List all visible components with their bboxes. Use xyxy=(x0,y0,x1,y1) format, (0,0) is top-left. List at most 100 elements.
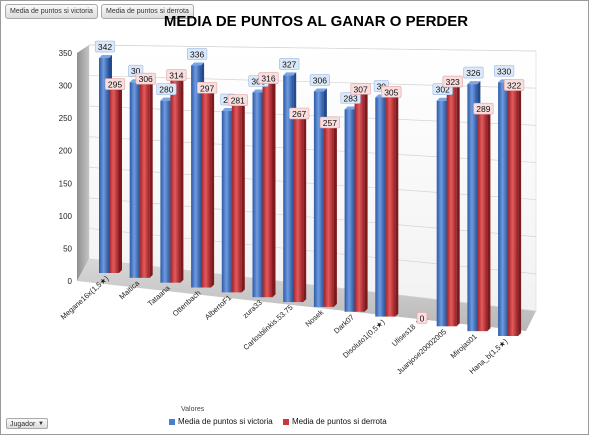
field-button-derrota[interactable]: Media de puntos si derrota xyxy=(101,4,194,19)
chart-title: MEDIA DE PUNTOS AL GANAR O PERDER xyxy=(163,13,469,30)
bar-derrota xyxy=(231,103,242,293)
bar-victoria xyxy=(313,91,324,307)
bar-derrota xyxy=(293,116,304,303)
bar-top xyxy=(221,108,235,112)
data-label: 322 xyxy=(507,81,521,91)
bar-side xyxy=(180,75,184,283)
data-label: 342 xyxy=(98,42,112,52)
bar-victoria xyxy=(99,58,109,274)
x-tick-label: AlbertoF1 xyxy=(203,293,233,321)
y-tick-label: 250 xyxy=(59,114,73,123)
field-button-victoria[interactable]: Media de puntos si victoria xyxy=(5,4,98,19)
bar-derrota xyxy=(109,87,119,273)
data-label: 302 xyxy=(436,85,450,95)
y-tick-label: 200 xyxy=(59,147,73,156)
data-label-box xyxy=(381,86,402,98)
data-label: 281 xyxy=(231,96,245,106)
bar-victoria xyxy=(436,100,447,327)
data-label: 30 xyxy=(377,82,387,92)
data-label-box xyxy=(94,40,116,53)
gridline xyxy=(88,44,537,52)
bar-side xyxy=(272,78,276,298)
y-tick-label: 300 xyxy=(59,82,73,91)
data-label-box xyxy=(197,81,218,94)
bar-side xyxy=(303,113,307,303)
data-label-box xyxy=(416,312,428,324)
bar-top xyxy=(191,62,205,66)
legend-title: Valores xyxy=(181,406,205,413)
data-label-box xyxy=(463,66,484,79)
legend-item-victoria: Media de puntos si victoria xyxy=(169,417,273,426)
y-tick-label: 0 xyxy=(68,277,73,286)
bar-victoria xyxy=(221,111,232,293)
bar-victoria xyxy=(252,92,263,298)
bar-side xyxy=(241,100,245,293)
data-label-box xyxy=(319,116,341,129)
data-label: 0 xyxy=(420,313,425,323)
bar-side xyxy=(364,89,368,312)
legend-item-derrota: Media de puntos si derrota xyxy=(282,417,387,426)
y-tick-label: 350 xyxy=(59,49,73,58)
legend-swatch-victoria xyxy=(169,419,175,425)
bar-side xyxy=(487,109,491,332)
bar-top xyxy=(313,88,327,92)
bar-derrota xyxy=(323,126,334,307)
bar-derrota xyxy=(139,82,150,278)
y-axis: 0 50 100 150 200 250 300 350 xyxy=(59,49,73,286)
row-field-label: Jugador xyxy=(10,421,36,428)
bar-derrota xyxy=(477,112,488,332)
data-label: 280 xyxy=(159,85,173,95)
bar-top xyxy=(160,97,174,101)
data-label: 289 xyxy=(476,104,490,114)
data-label: 327 xyxy=(282,59,296,69)
data-label-box xyxy=(289,107,310,120)
bar-victoria xyxy=(344,109,355,312)
data-label: 297 xyxy=(200,83,214,93)
data-label-box xyxy=(104,78,126,90)
data-label: 305 xyxy=(384,87,398,97)
data-label-box xyxy=(227,94,248,106)
data-label: 30 xyxy=(131,66,141,76)
bar-top xyxy=(252,89,266,93)
data-label: 326 xyxy=(466,68,480,78)
bar-derrota xyxy=(385,95,396,317)
data-label: 330 xyxy=(497,66,511,76)
legend-label-derrota: Media de puntos si derrota xyxy=(291,417,387,426)
data-labels: 3422953030628031433629727281300316327267… xyxy=(94,40,525,324)
x-tick-label: zura33 xyxy=(241,298,264,320)
legend-swatch-derrota xyxy=(282,419,289,425)
y-tick-label: 100 xyxy=(59,212,73,221)
x-tick-label: Dark07 xyxy=(332,313,356,336)
bar-side xyxy=(149,79,153,278)
bar-derrota xyxy=(201,91,212,288)
data-label: 306 xyxy=(139,74,153,84)
data-label: 257 xyxy=(323,118,337,128)
data-label-box xyxy=(135,72,156,85)
bar-top xyxy=(283,72,297,76)
bar-top xyxy=(344,106,358,110)
bar-victoria xyxy=(129,82,140,278)
data-label: 316 xyxy=(261,74,275,84)
data-label-box xyxy=(503,79,525,91)
data-label: 306 xyxy=(313,76,327,86)
bars xyxy=(99,55,522,337)
bar-victoria xyxy=(191,65,202,288)
bar-side xyxy=(119,84,122,273)
bar-derrota xyxy=(508,88,519,337)
data-label-box xyxy=(442,75,463,88)
bar-derrota xyxy=(262,81,273,298)
bar-derrota xyxy=(354,92,365,312)
bar-side xyxy=(456,82,460,327)
bar-victoria xyxy=(283,75,294,303)
legend-label-victoria: Media de puntos si victoria xyxy=(178,417,273,426)
bar-victoria xyxy=(498,82,509,336)
bar-side xyxy=(333,123,337,307)
bar-top xyxy=(436,97,450,101)
x-tick-label: Mirojas01 xyxy=(449,332,479,360)
data-label: 267 xyxy=(292,109,306,119)
row-field-dropdown[interactable]: Jugador ▼ xyxy=(6,418,48,429)
bar-side xyxy=(395,92,399,317)
bar-top xyxy=(467,81,481,85)
